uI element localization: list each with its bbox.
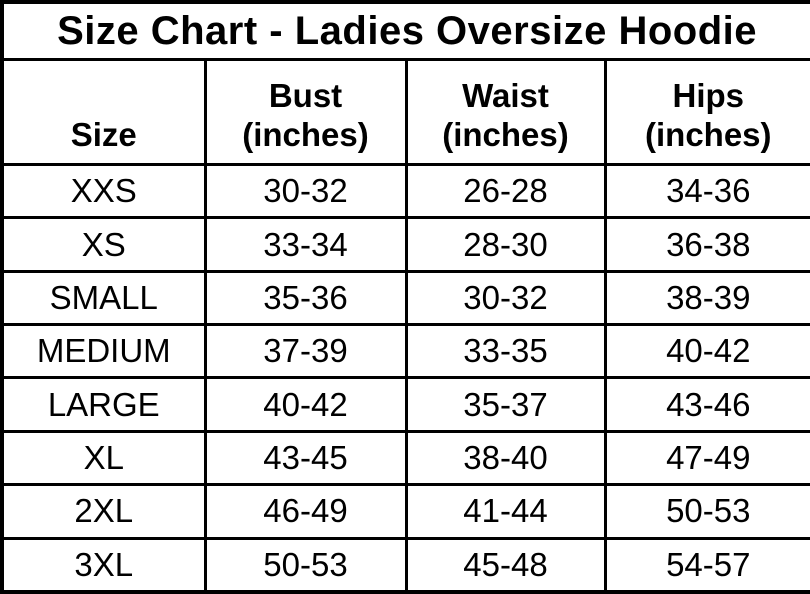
cell-hips: 47-49 bbox=[603, 429, 810, 487]
cell-waist: 41-44 bbox=[404, 483, 607, 540]
cell-size: MEDIUM bbox=[0, 323, 207, 380]
column-header-bust: Bust (inches) bbox=[203, 58, 408, 166]
cell-waist: 35-37 bbox=[404, 376, 607, 433]
cell-hips: 36-38 bbox=[603, 216, 810, 273]
cell-size: 3XL bbox=[0, 536, 207, 594]
cell-size: XL bbox=[0, 429, 207, 487]
column-header-waist: Waist (inches) bbox=[404, 58, 607, 166]
cell-waist: 33-35 bbox=[404, 323, 607, 380]
cell-bust: 46-49 bbox=[203, 483, 408, 540]
cell-size: LARGE bbox=[0, 376, 207, 433]
cell-hips: 50-53 bbox=[603, 483, 810, 540]
cell-waist: 45-48 bbox=[404, 536, 607, 594]
cell-size: 2XL bbox=[0, 483, 207, 540]
cell-hips: 40-42 bbox=[603, 323, 810, 380]
cell-size: XXS bbox=[0, 162, 207, 220]
cell-size: SMALL bbox=[0, 269, 207, 327]
table-row-large: LARGE 40-42 35-37 43-46 bbox=[0, 376, 810, 433]
cell-bust: 50-53 bbox=[203, 536, 408, 594]
column-header-waist-unit: (inches) bbox=[442, 116, 569, 154]
table-row-2xl: 2XL 46-49 41-44 50-53 bbox=[0, 483, 810, 540]
column-header-size: Size bbox=[0, 58, 207, 166]
column-header-hips: Hips (inches) bbox=[603, 58, 810, 166]
column-header-size-label: Size bbox=[70, 116, 137, 154]
cell-bust: 30-32 bbox=[203, 162, 408, 220]
cell-bust: 35-36 bbox=[203, 269, 408, 327]
column-header-hips-label: Hips bbox=[672, 77, 745, 115]
column-header-hips-unit: (inches) bbox=[645, 116, 772, 154]
table-row-xxs: XXS 30-32 26-28 34-36 bbox=[0, 162, 810, 220]
header-row: Size Bust (inches) Waist (inches) Hips (… bbox=[0, 58, 810, 166]
table-row-medium: MEDIUM 37-39 33-35 40-42 bbox=[0, 323, 810, 380]
cell-waist: 38-40 bbox=[404, 429, 607, 487]
page-title: Size Chart - Ladies Oversize Hoodie bbox=[0, 0, 810, 61]
cell-waist: 26-28 bbox=[404, 162, 607, 220]
cell-hips: 38-39 bbox=[603, 269, 810, 327]
cell-hips: 54-57 bbox=[603, 536, 810, 594]
cell-hips: 34-36 bbox=[603, 162, 810, 220]
table-row-xl: XL 43-45 38-40 47-49 bbox=[0, 429, 810, 487]
cell-bust: 40-42 bbox=[203, 376, 408, 433]
column-header-bust-unit: (inches) bbox=[242, 116, 369, 154]
cell-bust: 37-39 bbox=[203, 323, 408, 380]
table-row-xs: XS 33-34 28-30 36-38 bbox=[0, 216, 810, 273]
cell-bust: 43-45 bbox=[203, 429, 408, 487]
cell-size: XS bbox=[0, 216, 207, 273]
table-row-3xl: 3XL 50-53 45-48 54-57 bbox=[0, 536, 810, 594]
cell-waist: 28-30 bbox=[404, 216, 607, 273]
title-row: Size Chart - Ladies Oversize Hoodie bbox=[0, 0, 810, 61]
cell-waist: 30-32 bbox=[404, 269, 607, 327]
table-row-small: SMALL 35-36 30-32 38-39 bbox=[0, 269, 810, 327]
cell-hips: 43-46 bbox=[603, 376, 810, 433]
column-header-waist-label: Waist bbox=[462, 77, 549, 115]
column-header-bust-label: Bust bbox=[268, 77, 343, 115]
cell-bust: 33-34 bbox=[203, 216, 408, 273]
